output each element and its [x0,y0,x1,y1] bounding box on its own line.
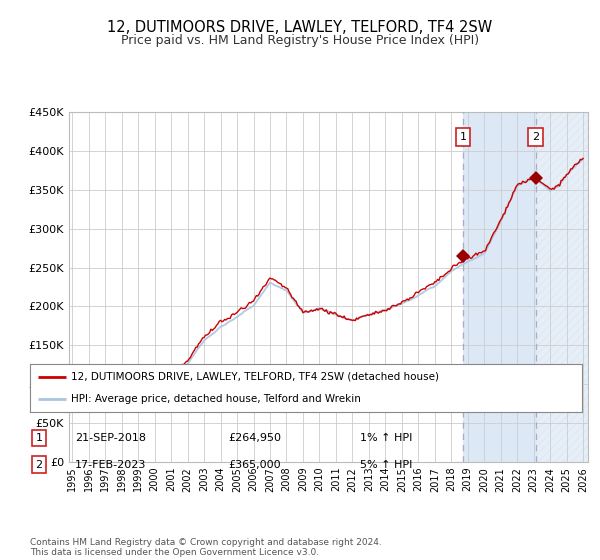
Text: 2: 2 [532,132,539,142]
Text: Price paid vs. HM Land Registry's House Price Index (HPI): Price paid vs. HM Land Registry's House … [121,34,479,46]
Text: 21-SEP-2018: 21-SEP-2018 [75,433,146,443]
Text: 1% ↑ HPI: 1% ↑ HPI [360,433,412,443]
Text: 1: 1 [35,433,43,443]
Bar [536,112,599,462]
Text: £365,000: £365,000 [228,460,281,470]
Text: Contains HM Land Registry data © Crown copyright and database right 2024.
This d: Contains HM Land Registry data © Crown c… [30,538,382,557]
Text: £264,950: £264,950 [228,433,281,443]
Text: 12, DUTIMOORS DRIVE, LAWLEY, TELFORD, TF4 2SW: 12, DUTIMOORS DRIVE, LAWLEY, TELFORD, TF… [107,20,493,35]
Text: 12, DUTIMOORS DRIVE, LAWLEY, TELFORD, TF4 2SW (detached house): 12, DUTIMOORS DRIVE, LAWLEY, TELFORD, TF… [71,372,439,382]
Text: 5% ↑ HPI: 5% ↑ HPI [360,460,412,470]
Text: HPI: Average price, detached house, Telford and Wrekin: HPI: Average price, detached house, Telf… [71,394,361,404]
Text: 1: 1 [460,132,467,142]
Text: 17-FEB-2023: 17-FEB-2023 [75,460,146,470]
Bar [463,112,536,462]
Text: 2: 2 [35,460,43,470]
